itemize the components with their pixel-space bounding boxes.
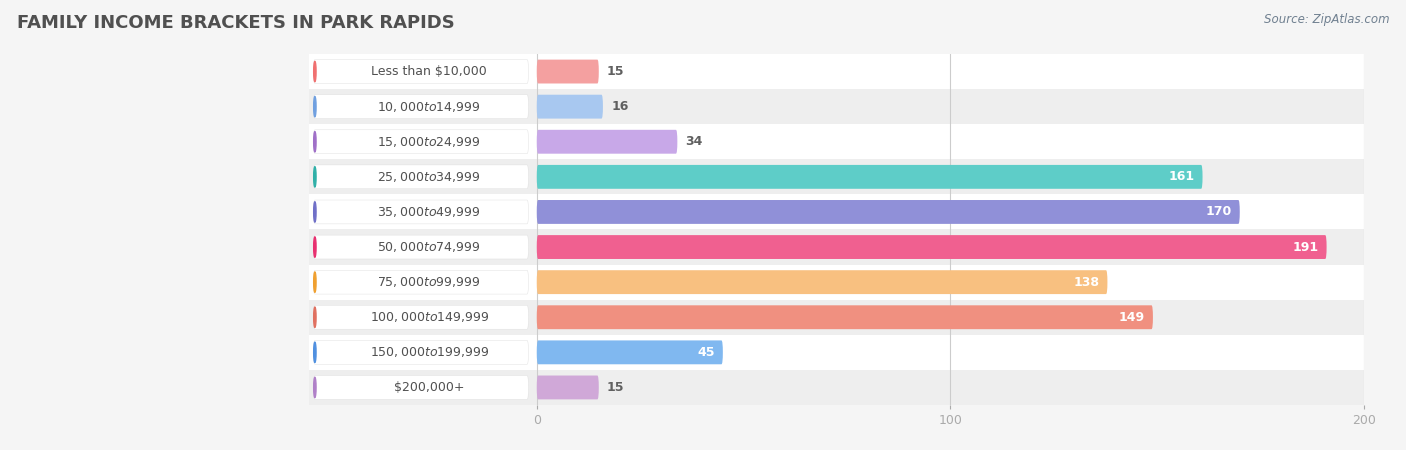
Text: 138: 138 [1073, 276, 1099, 288]
Text: 191: 191 [1292, 241, 1319, 253]
Circle shape [314, 131, 316, 152]
FancyBboxPatch shape [309, 159, 1364, 194]
Text: 15: 15 [607, 381, 624, 394]
Text: $200,000+: $200,000+ [394, 381, 464, 394]
Text: $10,000 to $14,999: $10,000 to $14,999 [377, 99, 481, 114]
FancyBboxPatch shape [314, 235, 529, 259]
Text: 170: 170 [1205, 206, 1232, 218]
FancyBboxPatch shape [537, 94, 603, 119]
Circle shape [314, 272, 316, 292]
Text: $150,000 to $199,999: $150,000 to $199,999 [370, 345, 489, 360]
FancyBboxPatch shape [314, 130, 529, 154]
FancyBboxPatch shape [314, 200, 529, 224]
FancyBboxPatch shape [309, 230, 1364, 265]
Circle shape [314, 342, 316, 363]
FancyBboxPatch shape [309, 265, 1364, 300]
Circle shape [314, 202, 316, 222]
Circle shape [314, 61, 316, 82]
Text: 161: 161 [1168, 171, 1194, 183]
Text: FAMILY INCOME BRACKETS IN PARK RAPIDS: FAMILY INCOME BRACKETS IN PARK RAPIDS [17, 14, 454, 32]
FancyBboxPatch shape [309, 89, 1364, 124]
FancyBboxPatch shape [537, 200, 1240, 224]
Circle shape [314, 377, 316, 398]
Text: 45: 45 [697, 346, 714, 359]
Text: $35,000 to $49,999: $35,000 to $49,999 [377, 205, 481, 219]
FancyBboxPatch shape [309, 54, 1364, 89]
Text: Less than $10,000: Less than $10,000 [371, 65, 486, 78]
FancyBboxPatch shape [314, 165, 529, 189]
Text: $50,000 to $74,999: $50,000 to $74,999 [377, 240, 481, 254]
FancyBboxPatch shape [537, 375, 599, 400]
FancyBboxPatch shape [314, 305, 529, 329]
Circle shape [314, 307, 316, 328]
FancyBboxPatch shape [537, 59, 599, 84]
Text: $100,000 to $149,999: $100,000 to $149,999 [370, 310, 489, 324]
Circle shape [314, 237, 316, 257]
FancyBboxPatch shape [309, 124, 1364, 159]
FancyBboxPatch shape [537, 340, 723, 364]
Text: 16: 16 [612, 100, 628, 113]
FancyBboxPatch shape [309, 335, 1364, 370]
Text: Source: ZipAtlas.com: Source: ZipAtlas.com [1264, 14, 1389, 27]
FancyBboxPatch shape [314, 375, 529, 400]
Text: 149: 149 [1119, 311, 1144, 324]
FancyBboxPatch shape [537, 165, 1202, 189]
FancyBboxPatch shape [537, 270, 1108, 294]
Circle shape [314, 96, 316, 117]
FancyBboxPatch shape [309, 300, 1364, 335]
FancyBboxPatch shape [314, 94, 529, 119]
FancyBboxPatch shape [314, 340, 529, 364]
FancyBboxPatch shape [309, 370, 1364, 405]
Text: $15,000 to $24,999: $15,000 to $24,999 [377, 135, 481, 149]
FancyBboxPatch shape [537, 235, 1327, 259]
FancyBboxPatch shape [309, 194, 1364, 230]
Text: 34: 34 [686, 135, 703, 148]
Text: $75,000 to $99,999: $75,000 to $99,999 [377, 275, 481, 289]
FancyBboxPatch shape [537, 305, 1153, 329]
FancyBboxPatch shape [314, 59, 529, 84]
FancyBboxPatch shape [537, 130, 678, 154]
Text: $25,000 to $34,999: $25,000 to $34,999 [377, 170, 481, 184]
Text: 15: 15 [607, 65, 624, 78]
Circle shape [314, 166, 316, 187]
FancyBboxPatch shape [314, 270, 529, 294]
